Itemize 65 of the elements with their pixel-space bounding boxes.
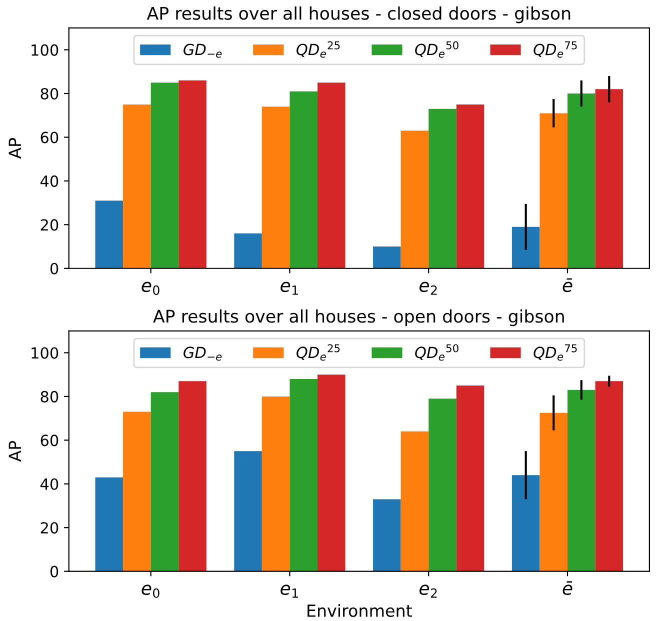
bar — [123, 104, 151, 268]
chart-title: AP results over all houses - closed doors - gibson — [146, 6, 570, 24]
x-tick-label: e$_{1}$ — [280, 584, 298, 598]
x-tick-label: ē — [562, 581, 572, 596]
x-tick-label: e$_{0}$ — [142, 282, 160, 295]
x-tick-label: e$_{0}$ — [142, 584, 160, 598]
x-tick-label: ē — [562, 278, 572, 292]
bar — [567, 390, 596, 572]
bar — [290, 91, 318, 268]
legend-label: QD$_{e}$$^{75}$ — [534, 41, 577, 58]
x-axis-title: Environment — [308, 604, 412, 617]
bar — [428, 108, 456, 268]
y-tick-label: 60 — [40, 434, 58, 446]
bar — [400, 431, 429, 572]
bar — [567, 94, 596, 268]
y-tick-label: 100 — [32, 44, 58, 56]
bar — [540, 412, 568, 572]
y-tick-label: 40 — [40, 175, 58, 187]
legend-label: QD$_{e}$$^{50}$ — [415, 41, 458, 58]
bar — [373, 499, 401, 572]
y-tick-label: 60 — [40, 132, 58, 144]
chart-title: AP results over all houses - open doors - gibson — [153, 309, 564, 326]
bar — [428, 398, 456, 572]
bar — [95, 200, 124, 268]
legend-label: QD$_{e}$$^{25}$ — [296, 41, 340, 58]
y-tick-label: 20 — [40, 219, 58, 231]
y-tick-label: 80 — [40, 390, 58, 402]
x-tick-label: e$_{2}$ — [420, 282, 437, 295]
bar — [512, 226, 540, 268]
bar — [595, 381, 624, 572]
bar — [540, 113, 568, 268]
bar — [262, 396, 290, 572]
bar — [150, 392, 179, 572]
bar — [234, 451, 262, 572]
bar — [95, 477, 124, 572]
bar — [512, 475, 540, 572]
x-tick-label: e$_{2}$ — [420, 584, 437, 598]
y-tick-label: 0 — [50, 262, 58, 274]
y-tick-label: 0 — [50, 566, 58, 578]
legend-label: QD$_{e}$$^{75}$ — [534, 344, 577, 361]
bar — [400, 130, 429, 268]
bar — [373, 246, 401, 268]
bar — [456, 386, 484, 572]
bar — [178, 381, 206, 572]
y-tick-label: 20 — [40, 522, 58, 534]
y-tick-label: 100 — [32, 347, 58, 359]
bar — [178, 80, 206, 268]
bar — [150, 82, 179, 268]
y-tick-label: 40 — [40, 478, 58, 490]
bar — [123, 412, 151, 572]
bar — [317, 82, 346, 268]
bar — [317, 374, 346, 572]
bar — [290, 378, 318, 572]
legend-label: GD$_{−e}$ — [184, 44, 222, 58]
y-axis-title: AP — [8, 138, 21, 159]
bar — [595, 89, 624, 268]
y-tick-label: 80 — [40, 88, 58, 100]
legend-label: QD$_{e}$$^{50}$ — [415, 344, 458, 361]
legend-label: QD$_{e}$$^{25}$ — [296, 344, 340, 361]
bar — [262, 106, 290, 268]
x-tick-label: e$_{1}$ — [280, 282, 298, 295]
bar — [456, 104, 484, 268]
bar — [234, 233, 262, 268]
legend-label: GD$_{−e}$ — [184, 346, 222, 361]
y-axis-title: AP — [8, 440, 21, 462]
